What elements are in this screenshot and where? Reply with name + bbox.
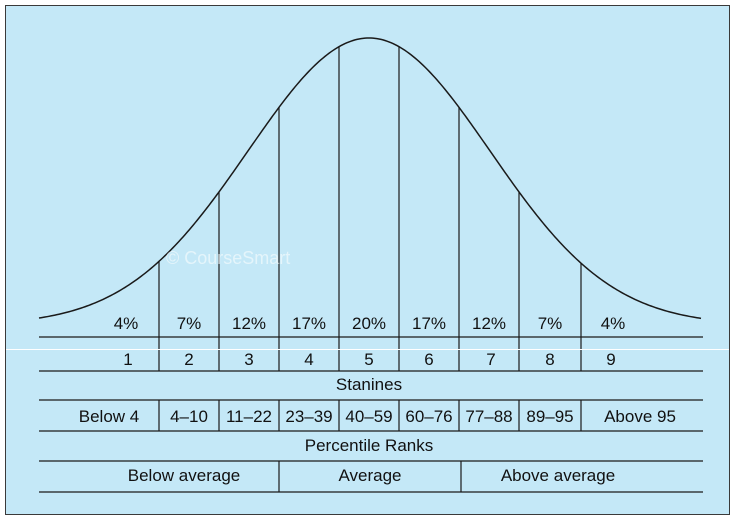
percent-label-2: 7%: [176, 314, 202, 333]
percentile-range-4: 23–39: [285, 407, 333, 426]
percent-label-5: 20%: [351, 314, 387, 333]
percentile-range-7: 77–88: [465, 407, 513, 426]
percentile-range-9: Above 95: [604, 407, 676, 426]
percent-label-6: 17%: [411, 314, 447, 333]
stanine-diagram-panel: © CourseSmart 4% 7% 12% 17% 20% 17% 12% …: [5, 5, 730, 515]
group-average: Average: [338, 466, 402, 485]
percent-label-1: 4%: [113, 314, 139, 333]
stanine-number-5: 5: [364, 350, 374, 369]
stanine-number-8: 8: [545, 350, 555, 369]
stanines-label: Stanines: [335, 375, 403, 394]
percentile-range-2: 4–10: [170, 407, 208, 426]
percentile-range-8: 89–95: [526, 407, 574, 426]
percentile-range-1: Below 4: [78, 407, 140, 426]
percentile-ranks-label: Percentile Ranks: [304, 436, 434, 455]
group-below-average: Below average: [127, 466, 241, 485]
stanine-number-4: 4: [304, 350, 314, 369]
percentile-range-6: 60–76: [405, 407, 453, 426]
percent-label-9: 4%: [600, 314, 626, 333]
percentile-range-5: 40–59: [345, 407, 393, 426]
stanine-number-2: 2: [184, 350, 194, 369]
watermark: © CourseSmart: [166, 248, 291, 268]
percent-label-3: 12%: [231, 314, 267, 333]
normal-curve-diagram: [38, 37, 703, 493]
stanine-number-7: 7: [486, 350, 496, 369]
stanine-number-9: 9: [606, 350, 616, 369]
percent-label-7: 12%: [471, 314, 507, 333]
stanine-number-3: 3: [244, 350, 254, 369]
table-rules: [39, 336, 703, 493]
bell-curve: [38, 37, 702, 320]
percent-label-8: 7%: [537, 314, 563, 333]
percent-label-4: 17%: [291, 314, 327, 333]
stanine-number-6: 6: [424, 350, 434, 369]
percentile-range-3: 11–22: [225, 407, 273, 426]
curve-dividers: [158, 46, 582, 492]
stanine-number-1: 1: [123, 350, 133, 369]
group-above-average: Above average: [500, 466, 616, 485]
white-divider-line: [6, 349, 729, 350]
